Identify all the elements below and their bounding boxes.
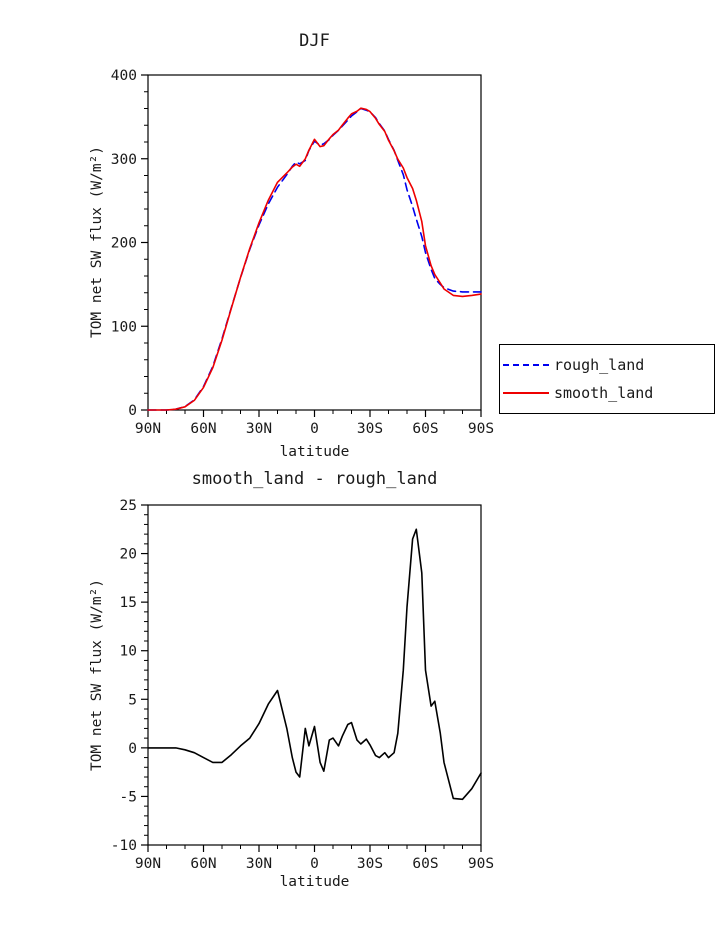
series-line-rough_land <box>147 107 482 411</box>
legend: rough_land smooth_land <box>499 344 715 414</box>
y-tick-label: 300 <box>111 152 137 168</box>
x-tick-label: 0 <box>310 421 319 437</box>
x-tick-label: 90S <box>468 421 494 437</box>
x-tick-label: 90S <box>468 856 494 872</box>
plot-box <box>147 504 482 846</box>
y-tick-label: 0 <box>128 403 137 419</box>
top-chart-plot: 90N 60N 30N 0 30S 60S 90S 0 100 200 300 400 <box>111 68 494 437</box>
bottom-chart-x-axis-label: latitude <box>279 874 350 890</box>
series-line-smooth_land-rough_land <box>147 528 482 801</box>
y-tick-label: 400 <box>111 68 137 84</box>
top-chart-x-axis-label: latitude <box>279 444 350 460</box>
x-tick-label: 30N <box>246 421 272 437</box>
y-tick-label: 0 <box>128 741 137 757</box>
bottom-chart-title: smooth_land - rough_land <box>191 469 438 489</box>
series-line-smooth_land <box>147 107 482 411</box>
y-tick-label: 100 <box>111 319 137 335</box>
x-tick-label: 60N <box>190 421 216 437</box>
x-tick-label: 30S <box>357 421 383 437</box>
y-tick-label: 10 <box>120 644 137 660</box>
y-tick-label: 15 <box>120 595 137 611</box>
x-tick-label: 30S <box>357 856 383 872</box>
legend-item-smooth-land: smooth_land <box>500 384 714 402</box>
top-chart-title: DJF <box>299 31 330 51</box>
y-tick-label: 25 <box>120 498 137 514</box>
y-tick-label: -5 <box>120 789 137 805</box>
legend-item-rough-land: rough_land <box>500 356 714 374</box>
x-tick-label: 60N <box>190 856 216 872</box>
x-tick-label: 60S <box>412 856 438 872</box>
x-tick-label: 90N <box>135 421 161 437</box>
y-tick-label: 20 <box>120 547 137 563</box>
x-tick-label: 90N <box>135 856 161 872</box>
y-tick-label: 5 <box>128 692 137 708</box>
plot-box <box>147 74 482 411</box>
legend-label: smooth_land <box>554 384 654 403</box>
bottom-chart-plot: 90N 60N 30N 0 30S 60S 90S -10 -5 0 5 10 15 20 25 <box>111 498 494 872</box>
x-tick-label: 30N <box>246 856 272 872</box>
x-tick-label: 60S <box>412 421 438 437</box>
x-tick-label: 0 <box>310 856 319 872</box>
rough-land-line-sample-icon <box>503 363 549 366</box>
y-tick-label: 200 <box>111 236 137 252</box>
legend-label: rough_land <box>554 355 645 374</box>
smooth-land-line-sample-icon <box>503 392 549 395</box>
y-tick-label: -10 <box>111 838 137 854</box>
